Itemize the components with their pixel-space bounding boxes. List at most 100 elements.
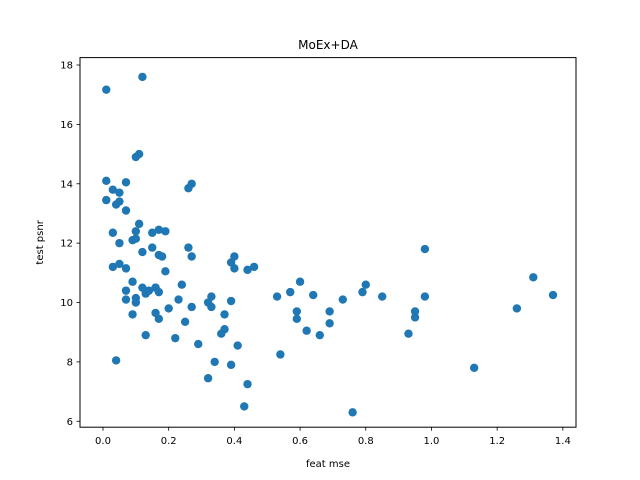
y-axis-label: test psnr — [35, 219, 46, 264]
data-point — [230, 264, 239, 273]
data-point — [338, 295, 347, 304]
data-point — [102, 176, 111, 185]
data-point — [512, 304, 522, 313]
data-point — [217, 329, 226, 338]
data-point — [102, 85, 111, 94]
data-point — [154, 314, 164, 324]
y-tick-label: 16 — [60, 120, 73, 131]
data-point — [243, 379, 252, 389]
data-point — [309, 290, 318, 300]
data-point — [207, 302, 216, 312]
data-point — [148, 228, 157, 237]
data-point — [128, 310, 137, 319]
data-point — [295, 277, 305, 286]
x-tick-label: 1.2 — [489, 436, 505, 447]
data-point — [111, 356, 121, 365]
data-point — [194, 339, 203, 349]
data-point — [131, 298, 141, 307]
data-point — [161, 267, 170, 276]
data-point — [361, 280, 370, 289]
data-point — [292, 307, 301, 316]
data-point — [164, 304, 173, 313]
data-point — [404, 329, 413, 338]
data-point — [226, 360, 236, 370]
y-tick-label: 6 — [67, 417, 73, 428]
y-tick-label: 14 — [60, 179, 73, 190]
data-point — [276, 350, 285, 359]
data-point — [115, 259, 124, 269]
x-tick-label: 0.4 — [226, 436, 242, 447]
data-point — [121, 295, 131, 304]
y-tick-label: 12 — [60, 239, 73, 250]
data-point — [220, 310, 229, 319]
data-point — [115, 238, 124, 248]
x-tick-label: 1.0 — [424, 436, 440, 447]
data-point — [348, 408, 357, 417]
data-points — [102, 72, 558, 417]
data-point — [115, 197, 124, 206]
data-point — [121, 264, 131, 273]
data-point — [180, 317, 190, 327]
data-point — [420, 244, 430, 254]
data-point — [138, 247, 147, 257]
x-tick-label: 0.2 — [161, 436, 177, 447]
data-point — [134, 219, 144, 229]
data-point — [131, 234, 141, 243]
data-point — [249, 262, 259, 272]
data-point — [358, 287, 367, 297]
x-tick-label: 0.8 — [358, 436, 374, 447]
data-point — [203, 374, 213, 383]
data-point — [128, 277, 137, 286]
x-tick-label: 1.4 — [555, 436, 571, 447]
data-point — [138, 72, 147, 82]
y-tick-label: 18 — [60, 61, 73, 72]
data-point — [187, 179, 196, 188]
data-point — [177, 280, 187, 289]
data-point — [226, 296, 236, 306]
data-point — [292, 314, 301, 324]
data-point — [410, 313, 420, 322]
data-point — [141, 330, 150, 340]
data-point — [410, 307, 420, 316]
y-axis-ticks: 6 8 10 12 14 16 18 — [60, 61, 80, 428]
data-point — [171, 333, 180, 343]
plot-frame — [79, 57, 577, 428]
data-point — [154, 225, 164, 234]
data-point — [151, 283, 160, 292]
data-point — [161, 227, 170, 236]
data-point — [272, 292, 282, 301]
data-point — [184, 243, 193, 252]
data-point — [108, 185, 118, 194]
chart-title: MoEx+DA — [298, 38, 358, 52]
data-point — [121, 206, 131, 215]
x-axis-ticks: 0.0 0.2 0.4 0.6 0.8 1.0 1.2 1.4 — [95, 427, 571, 447]
data-point — [187, 252, 196, 261]
x-tick-label: 0.0 — [95, 436, 111, 447]
data-point — [108, 228, 118, 237]
data-point — [325, 319, 334, 328]
data-point — [469, 363, 479, 373]
data-point — [325, 307, 334, 316]
data-point — [157, 252, 167, 261]
data-point — [134, 149, 144, 159]
y-tick-label: 8 — [67, 357, 73, 368]
data-point — [233, 341, 242, 350]
data-point — [115, 188, 124, 197]
data-point — [243, 265, 252, 275]
data-point — [121, 178, 131, 187]
data-point — [529, 273, 538, 282]
data-point — [121, 286, 131, 295]
data-point — [378, 292, 387, 301]
data-point — [548, 290, 558, 300]
data-point — [240, 402, 249, 411]
data-point — [286, 287, 295, 297]
data-point — [187, 302, 196, 312]
data-point — [420, 292, 430, 301]
y-tick-label: 10 — [60, 298, 73, 309]
x-tick-label: 0.6 — [292, 436, 308, 447]
data-point — [144, 286, 154, 295]
data-point — [315, 330, 324, 340]
data-point — [230, 252, 239, 261]
